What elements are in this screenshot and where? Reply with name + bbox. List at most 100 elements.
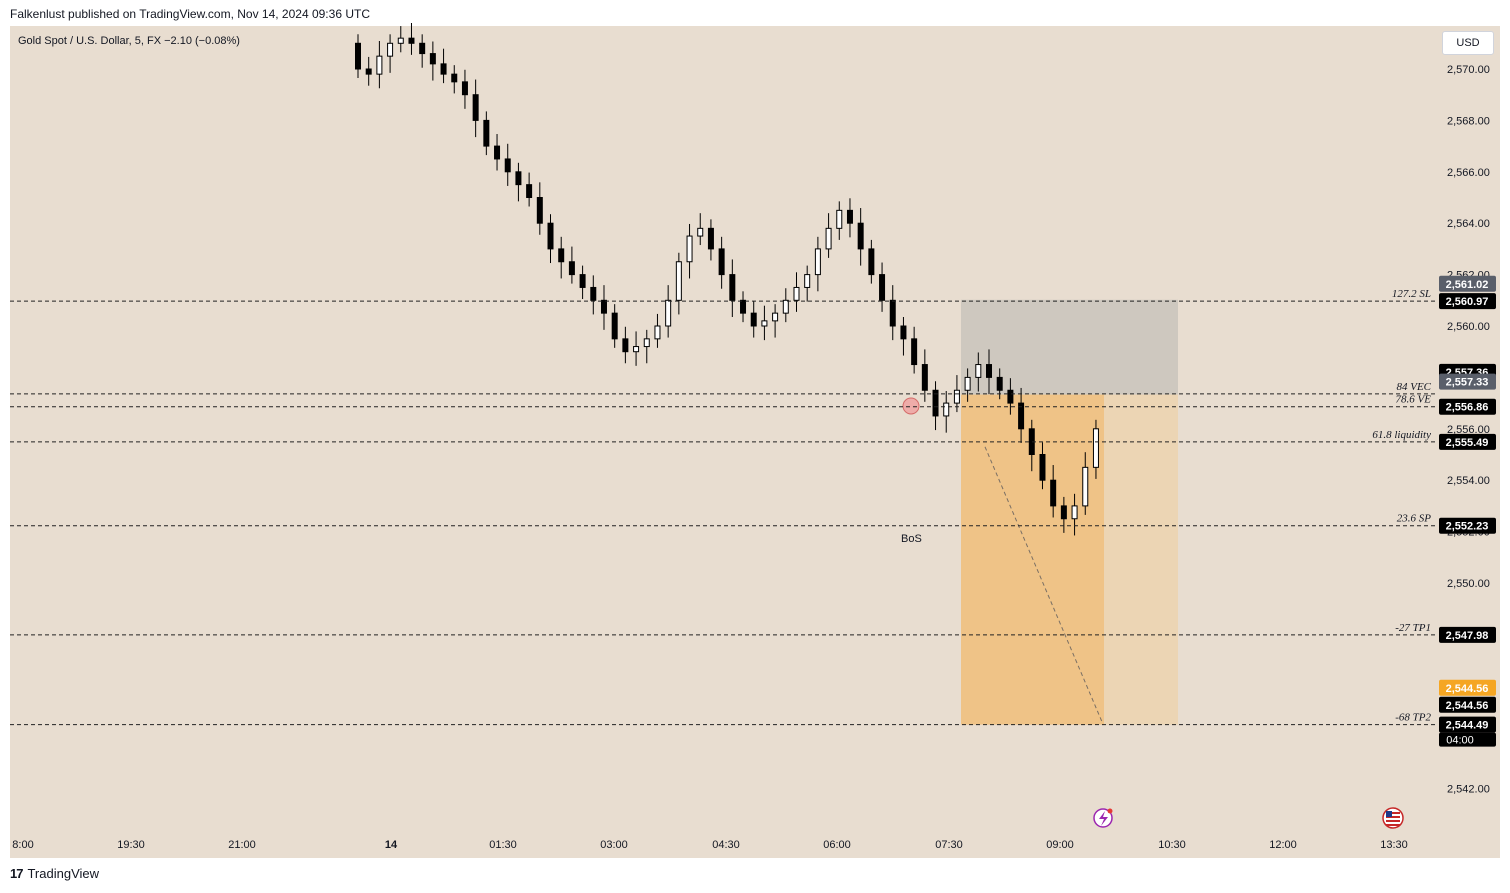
candle-body [429,53,436,65]
stop-loss-zone [961,299,1178,395]
y-tick-label: 2,550.00 [1447,578,1490,590]
x-axis: 8:00 19:30 21:00 14 01:30 03:00 04:30 06:00 07:3… [12,839,1407,851]
candle-body [483,119,490,147]
currency-button[interactable]: USD [1442,31,1494,55]
price-tag-box [1439,293,1496,310]
candle-body [365,68,372,75]
candle-body [451,73,458,83]
y-tick-label: 2,542.00 [1447,784,1490,796]
price-tag-box [1439,433,1496,450]
candle-body [772,312,779,322]
candle-body [590,286,597,301]
candle-body [793,286,800,301]
y-tick-label: 2,570.00 [1447,64,1490,76]
price-tag-box [1439,373,1496,390]
candle-body [654,325,661,340]
flag-stripe [1386,820,1400,822]
candle-body [686,235,693,263]
candle-body [814,248,821,276]
y-tick-label: 2,564.00 [1447,218,1490,230]
candle-body [558,248,565,263]
candle-body [911,338,918,366]
candle-body [419,42,426,55]
x-tick-label: 12:00 [1269,839,1297,851]
candle-body [675,261,682,301]
candle-body [836,209,843,229]
price-tag-label: 2,560.97 [1446,296,1489,308]
price-tag-label: 2,561.02 [1446,279,1489,291]
tradingview-logo-icon[interactable]: 17 [10,866,24,881]
candle-body [355,42,361,70]
x-tick-label: 13:30 [1380,839,1408,851]
level-label: 84 VEC [1396,381,1431,393]
candle-body [579,274,586,288]
candle-body [846,209,853,224]
candle-body [953,389,960,404]
price-tag-box [1439,398,1496,415]
price-tag-label: 2,544.56 [1446,700,1489,712]
flag-stripe [1386,824,1400,826]
candle-body [932,389,939,417]
candle-body [879,274,886,301]
price-tag-box [1439,517,1496,534]
x-tick-label: 14 [385,839,398,851]
publish-info: Falkenlust published on TradingView.com,… [10,7,370,21]
candle-body [729,274,736,301]
level-label: -68 TP2 [1395,712,1431,724]
candle-body [408,37,415,44]
candle-body [1071,505,1078,520]
y-tick-label: 2,556.00 [1447,424,1490,436]
candle-body [536,197,543,224]
flag-canton [1386,811,1392,817]
candle-body [1082,466,1089,507]
candle-body [804,274,811,288]
candle-body [761,320,768,327]
price-tag-box [1439,679,1496,696]
x-tick-label: 07:30 [935,839,963,851]
price-tag-label: 2,544.49 [1446,720,1489,732]
candle-body [472,94,479,121]
y-tick-label: 2,554.00 [1447,475,1490,487]
x-tick-label: 19:30 [117,839,145,851]
x-tick-label: 04:30 [712,839,740,851]
candle-body [376,55,383,75]
price-tags: 2,561.022,560.972,557.362,556.862,555.49… [1093,275,1496,829]
price-tag-label: 2,556.86 [1446,402,1489,414]
candle-body [964,376,971,391]
footer-brand[interactable]: TradingView [27,866,100,881]
candle-body [494,145,501,160]
candle-body [900,325,907,340]
lightning-event-icon [1099,811,1108,826]
candle-body [611,312,618,340]
price-tag-box [1439,626,1496,643]
candle-body [921,364,928,391]
candle-body [707,227,714,250]
level-label: -27 TP1 [1395,622,1431,634]
x-tick-label: 21:00 [228,839,256,851]
price-tag-box [1439,716,1496,733]
footer: 17 TradingView [10,866,99,881]
level-label: 61.8 liquidity [1372,429,1431,441]
candle-body [568,261,575,276]
x-tick-label: 8:00 [12,839,33,851]
price-tag-label: 2,555.49 [1446,437,1489,449]
flag-stripe [1386,816,1400,818]
candle-body [387,42,394,57]
bos-marker [902,397,920,415]
candle-body [857,222,864,250]
candle-body [504,158,511,173]
y-tick-label: 2,566.00 [1447,167,1490,179]
trend-dashed-line [984,446,1103,722]
symbol-legend[interactable]: Gold Spot / U.S. Dollar, 5, FX −2.10 (−0… [18,35,240,47]
position-zones [961,299,1178,725]
candle-body [889,299,896,327]
bos-label: BoS [901,533,922,545]
candle-body [975,364,982,378]
candle-body [1039,454,1046,481]
price-tag-box [1439,275,1496,292]
level-label: 23.6 SP [1397,513,1432,525]
x-tick-label: 09:00 [1046,839,1074,851]
candle-body [440,63,447,75]
